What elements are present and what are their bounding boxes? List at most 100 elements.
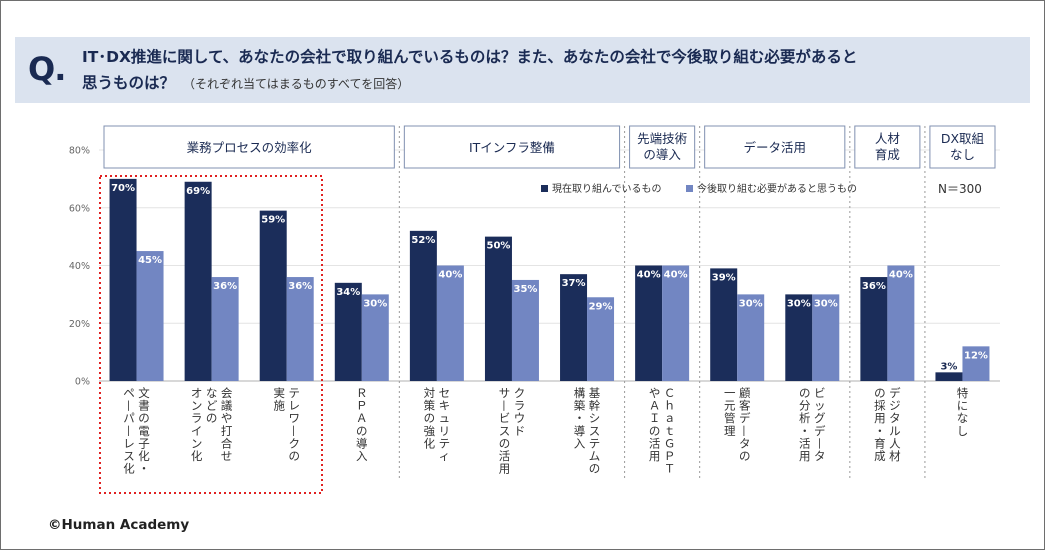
x-category-label: 析 [799,411,811,425]
x-category-label: し [957,424,969,438]
x-category-label: 基 [589,386,601,400]
x-category-label: な [206,386,218,400]
x-category-label: ｈ [664,399,676,413]
group-header-label: 育成 [875,147,900,162]
x-category-label: Ｇ [664,436,676,450]
bar-future [662,265,690,381]
copyright: ©Human Academy [48,517,190,533]
bar-future [286,277,314,381]
x-category-label: グ [814,411,826,425]
bar-value-label: 36% [862,281,886,292]
bar-future [737,294,765,381]
x-category-label: タ [814,449,826,463]
x-category-label: 化 [138,449,150,463]
legend-swatch-current [541,185,548,192]
group-header-label: 人材 [875,131,900,146]
x-category-label: 築 [574,399,586,413]
group-header-box [854,125,921,169]
x-category-label: 顧 [739,386,751,400]
x-category-label: の [874,386,886,400]
x-category-label: ペ [123,386,135,400]
bar-future [587,297,615,381]
bar-future [511,279,539,381]
group-header-label: なし [950,147,975,162]
x-category-label: に [957,399,969,413]
bar-current [935,372,963,381]
bar-value-label: 52% [411,235,435,246]
x-category-label: ・ [799,424,811,438]
x-category-label: ム [589,449,601,463]
x-category-label: 用 [874,411,886,425]
x-category-label: 実 [273,386,285,400]
bar-future [887,265,915,381]
x-category-label: ィ [439,449,451,463]
group-header-box [403,125,621,169]
x-category-label: ン [191,399,203,413]
bar-value-label: 36% [213,281,237,292]
y-tick-label: 60% [69,203,90,214]
x-category-label: の [739,449,751,463]
bar-value-label: 3% [940,361,957,372]
x-category-label: 人 [889,436,901,450]
x-category-label: 書 [138,399,150,413]
bar-current [259,210,287,381]
x-category-label: 採 [874,399,886,413]
bar-current [184,181,212,381]
x-category-label: 活 [499,449,511,463]
y-tick-label: 40% [69,261,90,272]
bar-value-label: 50% [486,241,510,252]
x-category-label: ビ [814,386,826,400]
legend-label-future: 今後取り組む必要があると思うもの [697,182,857,195]
x-category-label: ウ [514,411,526,425]
x-category-label: ル [889,424,901,438]
x-category-label: ュ [439,411,451,425]
x-category-label: 客 [739,399,751,413]
x-category-label: — [738,425,752,437]
x-category-label: タ [739,436,751,450]
x-category-label: — [813,438,827,450]
highlight-box [99,175,323,494]
x-category-label: デ [889,386,901,400]
x-category-label: の [649,424,661,438]
x-category-label: Ｔ [664,462,676,476]
group-header-box [929,125,996,169]
x-category-label: 文 [138,386,150,400]
x-category-label: ａ [664,411,676,425]
x-category-label: 特 [957,386,969,400]
x-category-label: ス [123,449,135,463]
x-category-label: ラ [514,399,526,413]
bar-value-label: 37% [562,278,586,289]
bar-value-label: 30% [363,298,387,309]
x-category-label: の [499,436,511,450]
bar-value-label: 40% [438,270,462,281]
x-category-label: や [649,386,661,400]
group-header-label: 業務プロセスの効率化 [187,140,313,155]
x-category-label: レ [123,436,135,450]
bar-value-label: 39% [712,272,736,283]
x-category-label: 構 [574,386,586,400]
x-category-label: 化 [191,449,203,463]
question-text-line1: IT･DX推進に関して、あなたの会社で取り組んでいるものは？また、あなたの会社で… [82,48,858,66]
bar-value-label: 35% [513,284,537,295]
x-category-label: 子 [138,436,150,450]
x-category-label: ｔ [664,424,676,438]
x-category-label: 分 [799,399,811,413]
bar-value-label: 59% [261,215,285,226]
x-category-label: 管 [724,411,736,425]
x-category-label: リ [439,424,451,438]
x-category-label: 電 [138,424,150,438]
question-text-line2-main: 思うものは？ [82,74,176,92]
x-category-label: の [206,411,218,425]
x-category-label: ド [514,424,526,438]
group-header-label: 先端技術 [637,131,687,146]
x-category-label: ス [499,424,511,438]
x-category-label: 化 [123,462,135,476]
x-category-label: — [122,400,136,412]
x-category-label: ス [589,424,601,438]
x-category-label: 用 [649,449,661,463]
group-header-label: データ活用 [743,140,806,155]
x-category-label: 育 [874,436,886,450]
group-header-label: ITインフラ整備 [469,140,555,155]
x-category-label: — [122,425,136,437]
x-category-label: 入 [356,449,368,463]
